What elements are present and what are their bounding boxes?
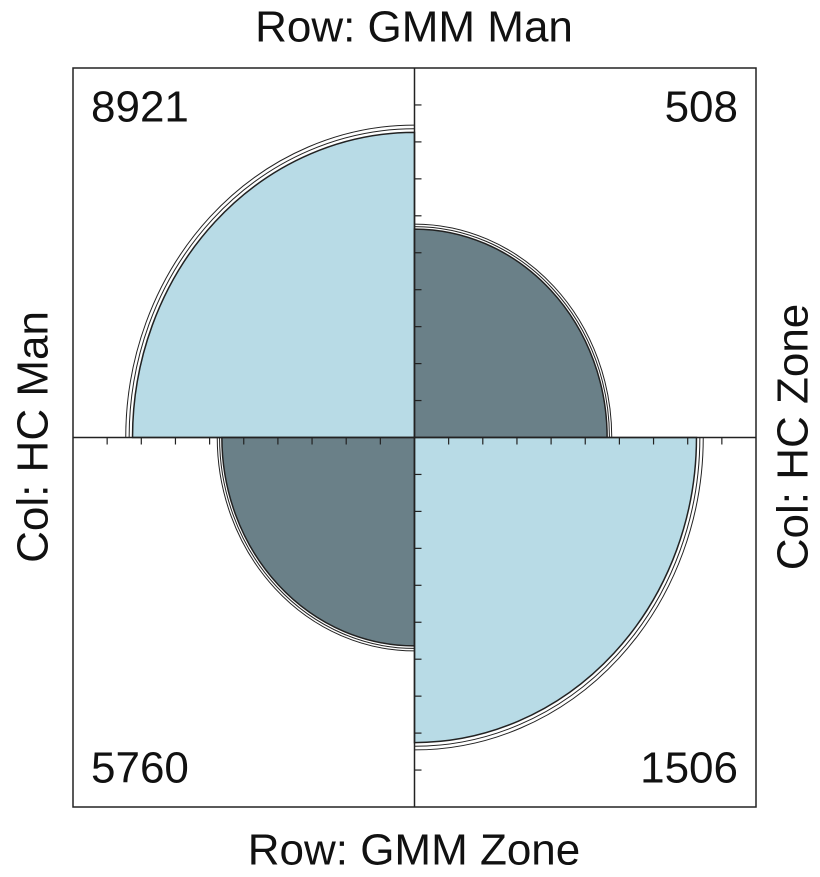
quadrant <box>413 228 608 439</box>
confidence-ring <box>414 437 704 751</box>
confidence-ring <box>219 437 415 649</box>
confidence-ring <box>128 128 415 438</box>
cell-count: 8921 <box>91 83 189 132</box>
bottom-label: Row: GMM Zone <box>248 826 581 875</box>
top-label: Row: GMM Man <box>255 3 573 52</box>
cell-count: 5760 <box>91 744 189 793</box>
quadrant <box>221 436 416 647</box>
confidence-ring <box>414 223 613 438</box>
right-label: Col: HC Zone <box>769 304 818 571</box>
quadrant <box>413 436 698 744</box>
confidence-ring <box>216 437 415 652</box>
left-label: Col: HC Man <box>9 311 58 563</box>
quadrant <box>131 131 416 439</box>
cell-count: 1506 <box>640 744 738 793</box>
cell-count: 508 <box>665 83 738 132</box>
confidence-ring <box>125 124 415 438</box>
confidence-ring <box>414 226 610 438</box>
confidence-ring <box>414 437 701 747</box>
